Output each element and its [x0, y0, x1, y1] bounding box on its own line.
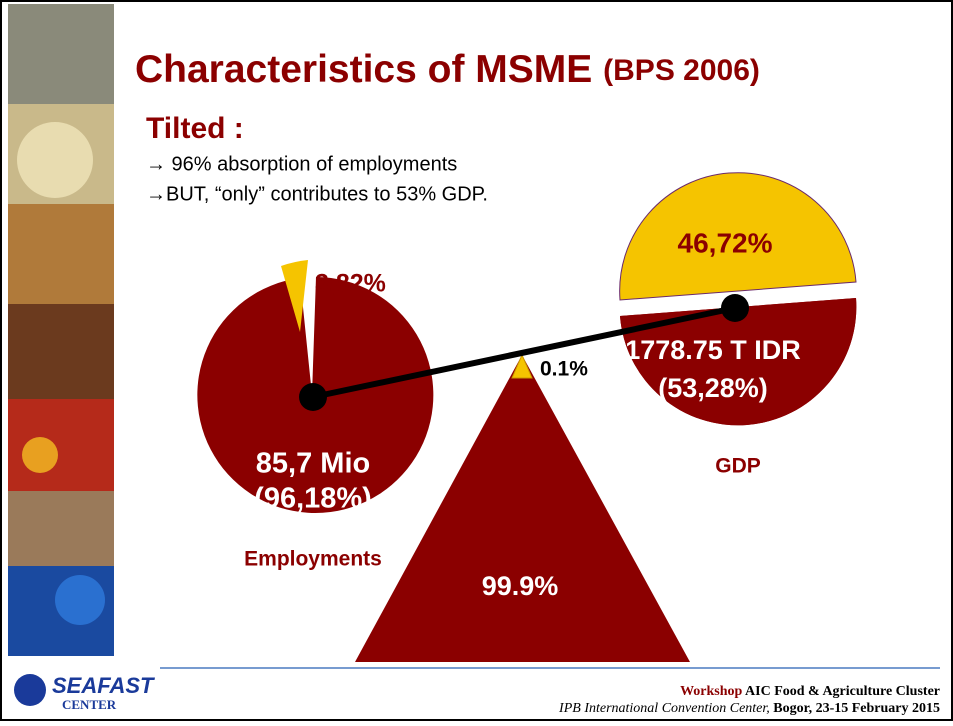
logo-sub: CENTER [62, 697, 117, 712]
pie-small [281, 260, 308, 332]
label: GDP [715, 455, 761, 478]
footer-venue: IPB International Convention Center, Bog… [558, 701, 940, 716]
triangle-small [511, 353, 533, 379]
label: 3,82% [315, 270, 386, 298]
triangle-large [355, 355, 690, 662]
logo: SEAFAST [52, 673, 155, 698]
title: Characteristics of MSME (BPS 2006) [135, 48, 760, 91]
footer-event: Workshop AIC Food & Agriculture Cluster [680, 684, 940, 699]
label: 46,72% [678, 227, 773, 258]
beam [312, 305, 736, 400]
label: 99.9% [482, 571, 559, 601]
label: 0.1% [540, 358, 588, 381]
gdp-small [619, 172, 857, 301]
heading: Tilted : [146, 112, 244, 145]
label: 85,7 Mio [256, 448, 370, 480]
bullet: → 96% absorption of employments [146, 153, 457, 175]
gdp-large [620, 298, 857, 426]
photo-strip [8, 4, 114, 656]
bullet: →BUT, “only” contributes to 53% GDP. [146, 183, 488, 205]
label: Employments [244, 548, 382, 571]
logo-seal [14, 674, 46, 706]
label: 1778.75 T IDR [625, 335, 801, 365]
label: (53,28%) [658, 373, 768, 403]
beam-end [721, 294, 749, 322]
label: (96,18%) [254, 483, 372, 515]
beam-end [299, 383, 327, 411]
